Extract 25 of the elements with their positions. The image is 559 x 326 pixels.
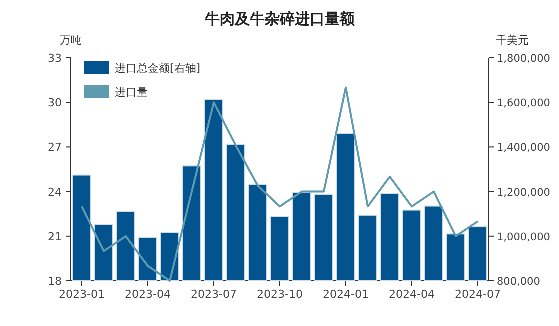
legend-label: 进口总金额[右轴]	[115, 62, 201, 75]
y2-tick-label: 1,200,000	[497, 186, 550, 199]
x-tick-label: 2023-10	[257, 288, 303, 301]
y-tick-label: 30	[48, 96, 62, 110]
legend-label: 进口量	[115, 86, 148, 99]
y-tick-label: 24	[48, 186, 62, 199]
x-tick-label: 2024-07	[455, 288, 501, 301]
y2-tick-label: 1,800,000	[497, 53, 550, 65]
y-axis-title: 万吨	[60, 34, 82, 47]
y-tick-label: 21	[48, 230, 62, 244]
line-series	[81, 86, 479, 282]
y-tick-label: 18	[48, 275, 62, 288]
y2-tick-label: 1,600,000	[497, 98, 550, 110]
x-tick-label: 2024-01	[323, 288, 369, 301]
y-tick-label: 27	[48, 141, 62, 154]
y2-tick-label: 800,000	[497, 276, 540, 288]
x-tick-label: 2023-04	[125, 288, 171, 301]
y2-tick-label: 1,000,000	[497, 231, 550, 244]
x-tick-label: 2023-01	[59, 288, 105, 301]
y2-tick-label: 1,400,000	[497, 142, 550, 154]
y-tick-label: 33	[48, 52, 62, 65]
x-tick-label: 2024-04	[389, 288, 435, 301]
x-tick-label: 2023-07	[191, 288, 237, 301]
chart-title: 牛肉及牛杂碎进口量额	[204, 10, 356, 28]
y2-axis-title: 千美元	[496, 34, 529, 47]
